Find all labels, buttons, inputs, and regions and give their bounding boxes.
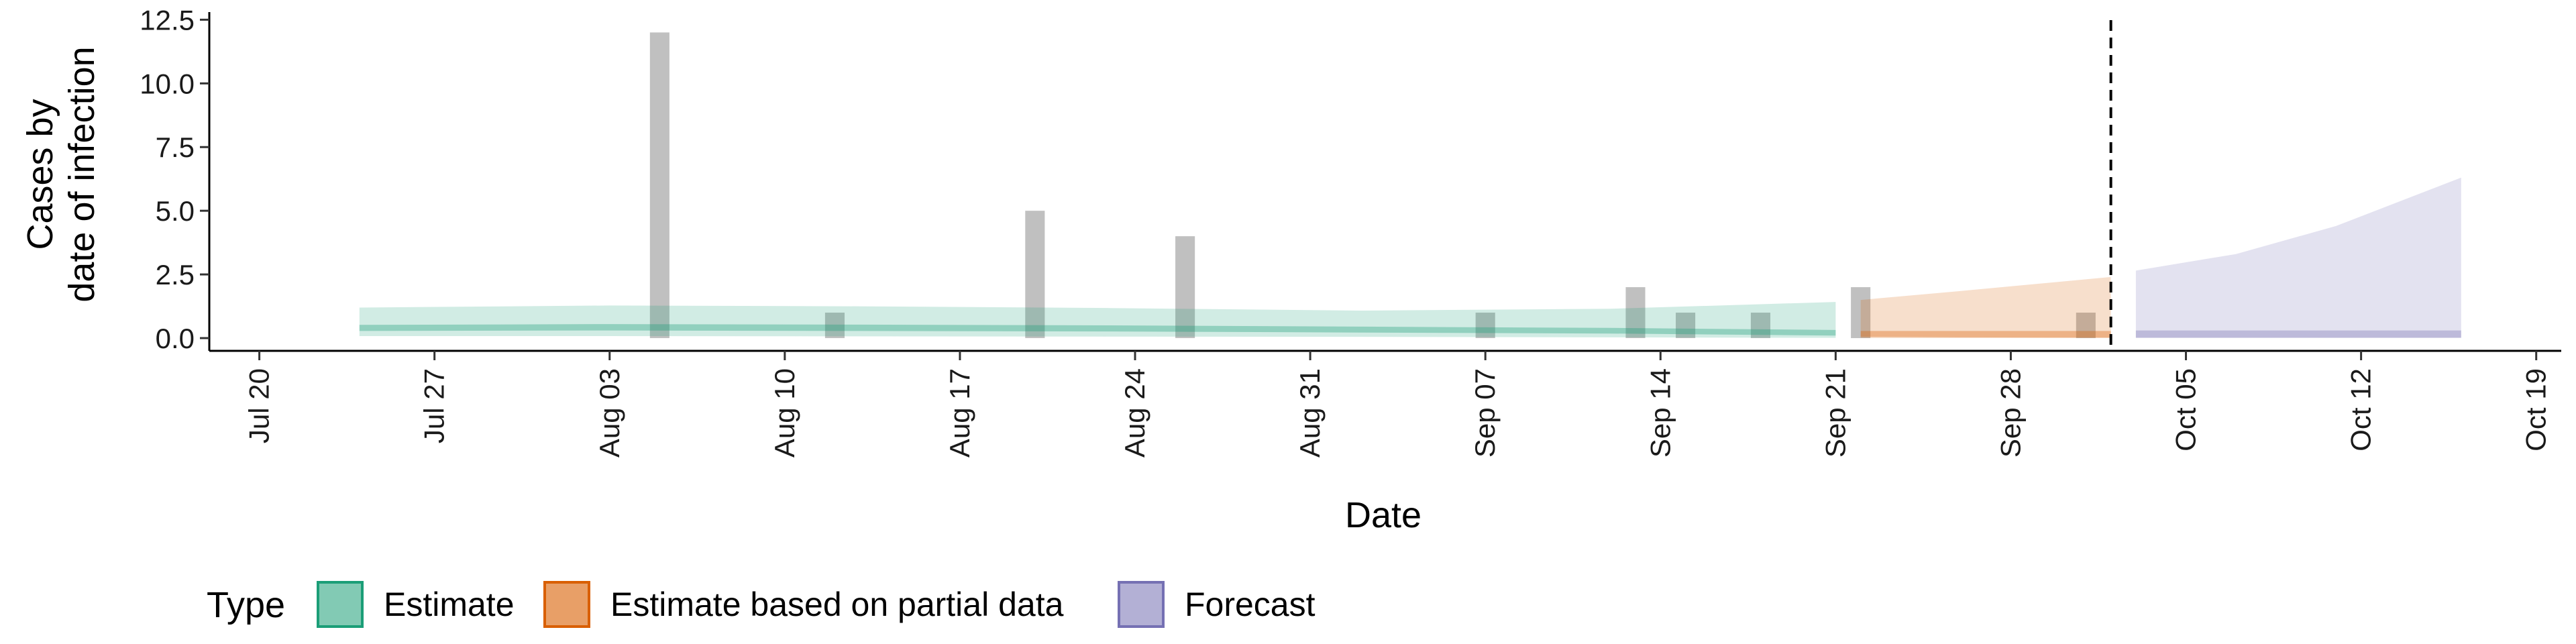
x-tick-label: Sep 21 — [1819, 368, 1851, 458]
legend-key-estimate — [317, 581, 364, 628]
y-tick-label: 2.5 — [156, 259, 195, 290]
legend-key-partial — [543, 581, 590, 628]
bands-layer — [359, 177, 2461, 338]
x-tick-label: Sep 07 — [1469, 368, 1501, 458]
band-50-estimate — [359, 324, 1836, 336]
x-axis-title: Date — [1345, 495, 1421, 535]
x-tick-label: Jul 27 — [419, 368, 450, 443]
y-tick-label: 7.5 — [156, 131, 195, 163]
x-tick-label: Sep 14 — [1644, 368, 1676, 458]
x-tick-label: Aug 17 — [944, 368, 975, 458]
x-tick-label: Sep 28 — [1994, 368, 2026, 458]
axes-layer: 0.0 2.5 5.0 7.5 10.0 12.5 Jul 20 Jul 27 Aug 03 Au… — [140, 4, 2561, 458]
x-tick-label: Jul 20 — [244, 368, 275, 443]
case-bar-2020-08-05 — [649, 32, 669, 339]
legend-title: Type — [207, 585, 285, 625]
legend-label-forecast: Forecast — [1185, 586, 1316, 623]
x-tick-label: Oct 19 — [2520, 368, 2552, 451]
legend-label-partial: Estimate based on partial data — [610, 586, 1064, 623]
y-tick-label: 5.0 — [156, 195, 195, 227]
bars-layer — [649, 32, 2096, 339]
case-bar-2020-09-18 — [1750, 313, 1771, 339]
y-tick-label: 12.5 — [140, 4, 195, 36]
y-axis-title-line-2: date of infection — [62, 46, 102, 302]
case-bar-2020-09-22 — [1851, 287, 1871, 339]
case-bar-2020-09-15 — [1676, 313, 1696, 339]
x-tick-label: Aug 24 — [1119, 368, 1150, 458]
legend: Type Estimate Estimate based on partial … — [207, 581, 1316, 628]
x-tick-label: Aug 03 — [594, 368, 625, 458]
x-tick-label: Oct 05 — [2170, 368, 2202, 451]
case-bar-2020-08-20 — [1025, 211, 1045, 339]
band-90-estimate-based-on-partial-data — [1860, 276, 2111, 338]
legend-label-estimate: Estimate — [384, 586, 515, 623]
case-bar-2020-09-07 — [1475, 313, 1495, 339]
x-tick-label: Aug 31 — [1294, 368, 1326, 458]
case-bar-2020-08-26 — [1175, 236, 1195, 339]
band-50-estimate-based-on-partial-data — [1860, 331, 2111, 338]
case-bar-2020-10-01 — [2076, 313, 2096, 339]
band-90-forecast — [2135, 177, 2461, 338]
x-tick-label: Aug 10 — [769, 368, 800, 458]
y-axis-title-line-1: Cases by — [20, 99, 60, 250]
y-tick-label: 10.0 — [140, 68, 195, 99]
case-bar-2020-08-12 — [824, 313, 845, 339]
y-tick-label: 0.0 — [156, 323, 195, 354]
case-bar-2020-09-13 — [1625, 287, 1646, 339]
band-90-estimate — [359, 302, 1836, 338]
x-tick-label: Oct 12 — [2345, 368, 2377, 451]
legend-key-forecast — [1118, 581, 1165, 628]
band-50-forecast — [2135, 330, 2461, 338]
